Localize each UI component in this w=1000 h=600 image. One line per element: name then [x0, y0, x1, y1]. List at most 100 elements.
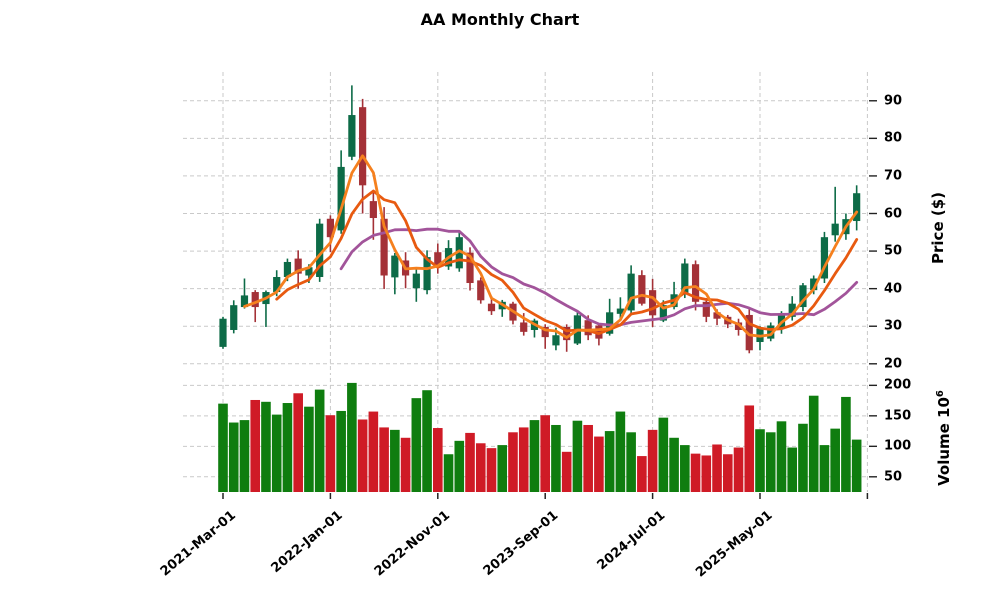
candle-body	[326, 218, 334, 238]
price-tick-label: 80	[884, 130, 903, 146]
candle-body	[831, 223, 839, 236]
volume-bar	[755, 429, 765, 492]
candle-body	[283, 261, 292, 278]
candle-body	[466, 252, 474, 284]
volume-bar	[701, 455, 712, 492]
volume-bar	[626, 432, 636, 492]
volume-bar	[379, 427, 389, 492]
volume-bar	[497, 445, 508, 492]
candle-body	[487, 303, 496, 312]
candle-body	[563, 326, 571, 341]
volume-bar	[583, 424, 593, 492]
candle-body	[627, 273, 635, 311]
candle-body	[230, 305, 238, 330]
volume-bar	[250, 399, 261, 492]
price-tick-label: 70	[884, 168, 903, 184]
volume-bar	[594, 436, 604, 492]
volume-bar	[680, 445, 690, 492]
volume-bar	[465, 432, 475, 492]
candle-body	[369, 201, 377, 219]
price-tick-label: 60	[884, 206, 903, 221]
candle-body	[799, 285, 807, 308]
price-tick-label: 90	[884, 93, 903, 109]
volume-tick-label: 50	[884, 469, 903, 485]
ma-line-12	[339, 227, 859, 327]
price-axis-label: Price ($)	[929, 192, 947, 264]
volume-bar	[475, 443, 486, 492]
volume-bar	[443, 454, 454, 492]
volume-bar	[357, 419, 368, 492]
candle-body	[767, 325, 775, 339]
volume-bar	[572, 420, 583, 492]
candle-body	[659, 305, 667, 321]
volume-bar	[744, 405, 755, 492]
candle-body	[691, 264, 700, 302]
volume-bar	[218, 403, 228, 492]
candle-body	[380, 218, 388, 276]
candle-body	[240, 295, 249, 308]
candle-body	[520, 322, 528, 332]
volume-bar	[776, 421, 787, 492]
candle-body	[434, 252, 442, 268]
volume-bar	[433, 428, 443, 492]
candle-body	[681, 263, 689, 295]
candle-body	[745, 314, 753, 351]
volume-bar	[540, 415, 550, 492]
volume-bar	[604, 431, 615, 492]
volume-bar	[293, 393, 303, 492]
volume-bar	[765, 432, 776, 492]
chart-title: AA Monthly Chart	[420, 10, 580, 29]
volume-bar	[422, 390, 432, 492]
candle-body	[853, 193, 861, 222]
volume-bar	[314, 389, 325, 492]
candle-body	[810, 278, 818, 291]
volume-bar	[841, 396, 851, 492]
candle-body	[616, 308, 624, 314]
volume-bar	[615, 411, 626, 492]
volume-bar	[647, 429, 658, 492]
volume-bar	[261, 401, 271, 492]
volume-bar	[733, 447, 744, 492]
volume-bar	[787, 447, 798, 492]
candle-body	[713, 312, 721, 319]
candle-body	[305, 267, 313, 276]
volume-tick-label: 150	[884, 408, 912, 424]
candle-body	[348, 115, 356, 157]
candle-body	[359, 107, 367, 186]
candle-body	[273, 277, 281, 293]
volume-axis-unit-exponent: 6	[935, 390, 946, 398]
volume-bar	[228, 422, 239, 492]
volume-bar	[282, 403, 293, 492]
volume-tick-label: 200	[884, 377, 912, 393]
ma-line-6	[275, 189, 859, 336]
volume-bar	[271, 414, 282, 492]
volume-bar	[712, 444, 722, 492]
candle-body	[595, 325, 603, 339]
volume-bar	[808, 395, 819, 492]
candle-body	[788, 303, 796, 317]
volume-bar	[722, 454, 733, 492]
volume-bar	[561, 451, 572, 492]
volume-bar	[518, 427, 529, 492]
price-tick-label: 20	[884, 356, 903, 372]
volume-bar	[411, 398, 422, 492]
candle-body	[412, 273, 420, 289]
volume-bar	[400, 437, 411, 492]
volume-bar	[529, 420, 540, 492]
volume-bar	[798, 423, 808, 492]
ma-line-3	[243, 154, 859, 339]
volume-axis-unit: 10	[935, 397, 953, 418]
volume-bar	[486, 448, 497, 492]
candle-body	[294, 258, 302, 274]
volume-bar	[325, 415, 336, 492]
candle-body	[251, 292, 259, 308]
volume-bar	[390, 429, 400, 492]
volume-bar	[368, 411, 379, 492]
volume-tick-label: 100	[884, 438, 912, 454]
price-tick-label: 40	[884, 281, 903, 297]
candle-body	[584, 320, 592, 336]
volume-bar	[637, 456, 647, 492]
candle-body	[552, 335, 560, 346]
candle-body	[455, 237, 463, 269]
